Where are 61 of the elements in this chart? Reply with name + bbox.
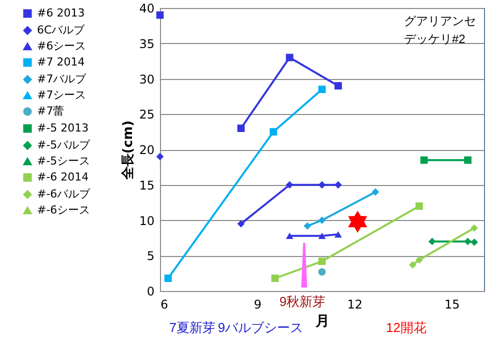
x-tick-label: 15 — [444, 298, 460, 312]
point — [318, 268, 326, 276]
legend-label: #-6 2014 — [37, 170, 89, 184]
legend-label: #7バルブ — [37, 72, 88, 86]
point — [334, 181, 342, 189]
legend-label: #6 2013 — [37, 6, 85, 20]
point — [372, 188, 380, 196]
text: 9秋新芽 — [279, 293, 326, 311]
y-axis-title: 全長(cm) — [121, 120, 136, 181]
point — [318, 181, 326, 189]
legend-label: 6Cバルブ — [37, 24, 86, 36]
point — [318, 258, 326, 265]
y-tick-label: 20 — [139, 143, 154, 157]
point — [470, 224, 478, 232]
y-tick-label: 15 — [139, 178, 154, 192]
text: グアリアンセデッケリ#2 — [404, 13, 476, 48]
point — [415, 202, 423, 210]
point — [270, 128, 278, 136]
point — [464, 156, 472, 164]
point — [470, 238, 478, 246]
y-tick-label: 30 — [139, 72, 154, 86]
legend-label: #-6バルブ — [37, 188, 92, 200]
point — [156, 11, 164, 19]
point — [334, 82, 342, 90]
legend-label: #7蕾 — [37, 104, 64, 118]
y-tick-label: 25 — [139, 108, 154, 122]
point — [304, 222, 312, 230]
legend-label: #-5バルブ — [37, 138, 92, 152]
text: 9バルブシース — [218, 319, 304, 337]
legend-label: #7シース — [37, 88, 86, 102]
y-tick-label: 5 — [146, 249, 154, 264]
x-tick-label: 12 — [347, 298, 363, 312]
point — [156, 152, 164, 160]
point — [464, 238, 472, 246]
x-tick-label: 6 — [160, 298, 168, 312]
point — [415, 256, 423, 264]
y-tick-label: 0 — [146, 284, 154, 298]
point — [237, 124, 245, 132]
text: 7夏新芽 — [169, 319, 216, 337]
y-tick-label: 35 — [139, 36, 154, 51]
legend-label: #-5 2013 — [37, 122, 89, 134]
point — [271, 274, 279, 282]
point — [318, 232, 326, 240]
x-axis-title: 月 — [314, 314, 330, 330]
point — [164, 274, 172, 282]
x-tick-label: 9 — [254, 298, 262, 312]
point — [286, 54, 294, 62]
point — [420, 156, 428, 164]
point — [334, 231, 342, 238]
y-tick-label: 10 — [139, 214, 154, 228]
text: 12開花 — [386, 319, 426, 337]
legend-label: #-5シース — [37, 154, 90, 168]
legend-label: #-6シース — [37, 204, 90, 216]
legend-label: #6シース — [37, 40, 86, 52]
point — [318, 86, 326, 94]
point — [428, 238, 436, 246]
point — [286, 232, 294, 240]
y-tick-label: 40 — [139, 2, 154, 16]
legend-label: #7 2014 — [37, 56, 85, 68]
point — [286, 181, 294, 189]
point — [409, 261, 416, 269]
